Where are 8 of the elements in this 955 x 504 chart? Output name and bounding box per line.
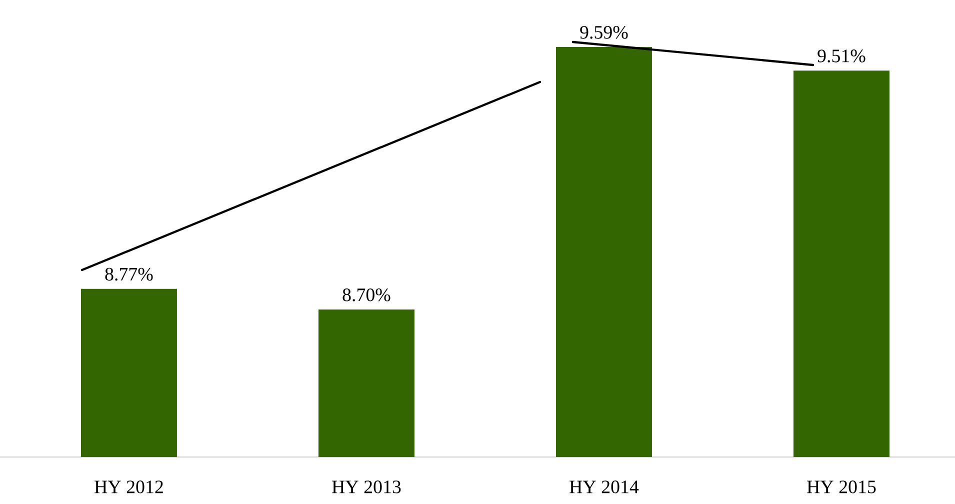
data-label: 8.70%	[342, 288, 390, 302]
data-label: 9.51%	[818, 50, 866, 62]
x-tick-label: HY 2015	[807, 480, 876, 494]
x-tick-label: HY 2013	[332, 480, 401, 494]
data-label: 9.59%	[580, 26, 628, 39]
data-label: 8.77%	[105, 268, 153, 281]
x-tick-label: HY 2012	[94, 480, 163, 494]
x-tick-label: HY 2014	[570, 480, 639, 494]
